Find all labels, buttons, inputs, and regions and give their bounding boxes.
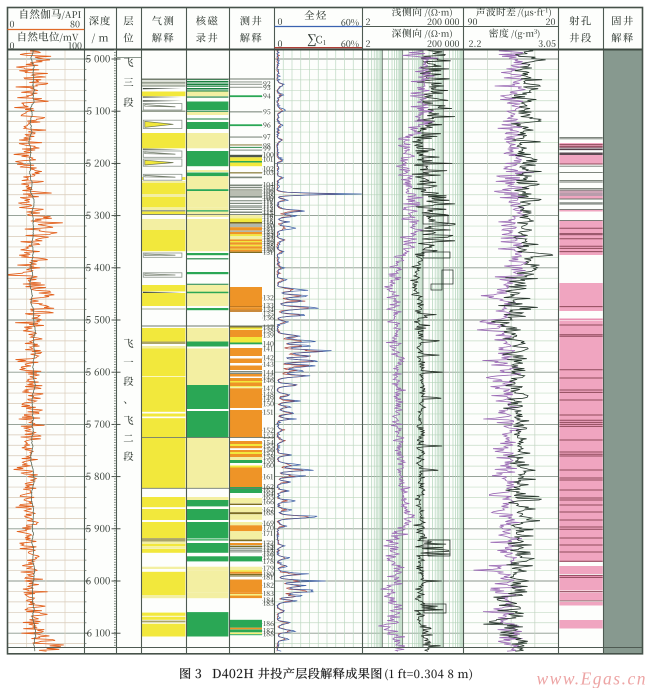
- svg-text:www.Egas.cn: www.Egas.cn: [537, 669, 648, 688]
